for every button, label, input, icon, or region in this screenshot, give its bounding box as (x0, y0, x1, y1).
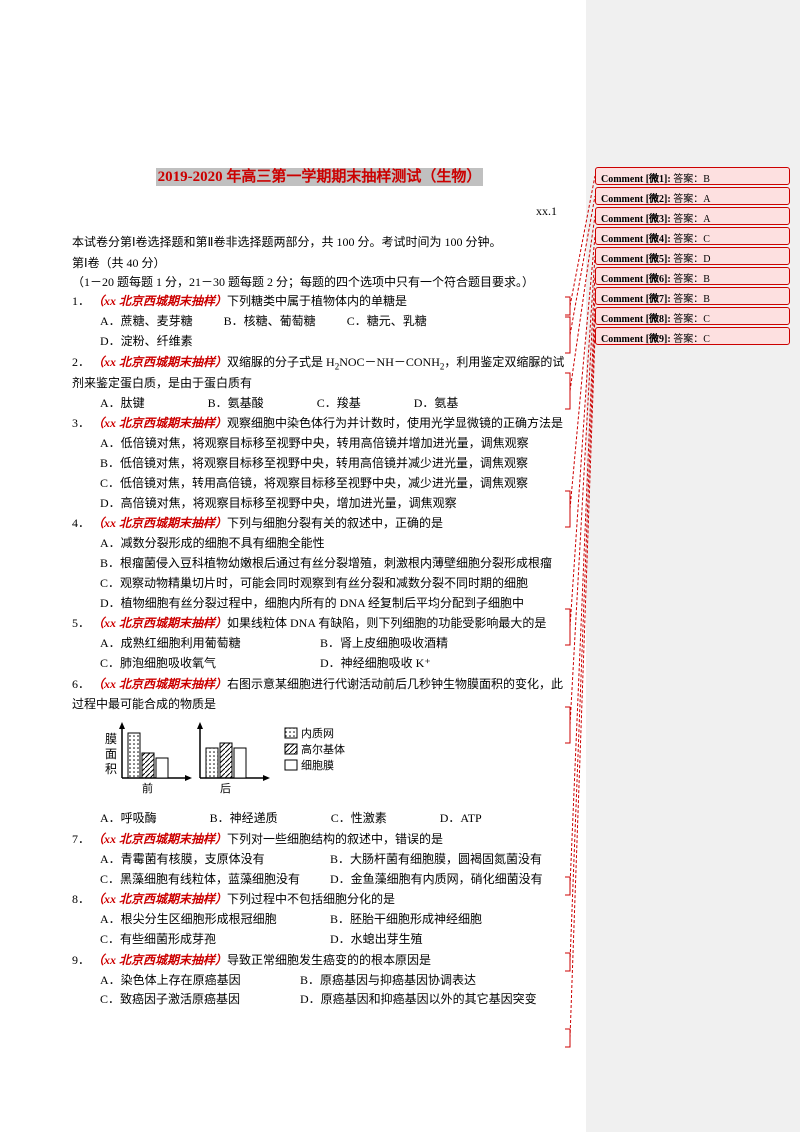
chart-svg: 膜 面 积 前 (100, 718, 380, 798)
membrane-chart: 膜 面 积 前 (100, 718, 567, 805)
q5-options: A．成熟红细胞利用葡萄糖B．肾上皮细胞吸收酒精 C．肺泡细胞吸收氧气D．神经细胞… (72, 634, 567, 674)
comment-box[interactable]: Comment [微6]: 答案：B (595, 267, 790, 285)
comment-box[interactable]: Comment [微3]: 答案：A (595, 207, 790, 225)
exam-title: 2019-2020 年高三第一学期期末抽样测试（生物） (72, 165, 567, 186)
question-3: 3．（xx 北京西城期末抽样）观察细胞中染色体行为并计数时，使用光学显微镜的正确… (72, 414, 567, 513)
q1-options: A．蔗糖、麦芽糖 B．核糖、葡萄糖 C．糖元、乳糖 D．淀粉、纤维素 (72, 312, 567, 352)
comment-box[interactable]: Comment [微4]: 答案：C (595, 227, 790, 245)
comment-box[interactable]: Comment [微7]: 答案：B (595, 287, 790, 305)
exam-date: xx.1 (72, 204, 567, 219)
question-1: 1．（xx 北京西城期末抽样）下列糖类中属于植物体内的单糖是 A．蔗糖、麦芽糖 … (72, 292, 567, 351)
comment-box[interactable]: Comment [微5]: 答案：D (595, 247, 790, 265)
comment-box[interactable]: Comment [微8]: 答案：C (595, 307, 790, 325)
comment-box[interactable]: Comment [微9]: 答案：C (595, 327, 790, 345)
question-8: 8．（xx 北京西城期末抽样）下列过程中不包括细胞分化的是 A．根尖分生区细胞形… (72, 890, 567, 949)
svg-text:高尔基体: 高尔基体 (301, 742, 345, 756)
title-highlight: 2019-2020 年高三第一学期期末抽样测试（生物） (156, 168, 484, 186)
comment-box[interactable]: Comment [微1]: 答案：B (595, 167, 790, 185)
question-5: 5．（xx 北京西城期末抽样）如果线粒体 DNA 有缺陷，则下列细胞的功能受影响… (72, 614, 567, 673)
svg-text:细胞膜: 细胞膜 (301, 759, 334, 772)
q6-options: A．呼吸酶 B．神经递质 C．性激素 D．ATP (72, 809, 567, 829)
svg-text:内质网: 内质网 (301, 726, 334, 740)
svg-text:前: 前 (142, 781, 153, 795)
svg-text:膜: 膜 (105, 732, 117, 746)
page-content: 2019-2020 年高三第一学期期末抽样测试（生物） xx.1 本试卷分第Ⅰ卷… (72, 165, 567, 1011)
svg-text:后: 后 (220, 782, 231, 795)
q8-options: A．根尖分生区细胞形成根冠细胞B．胚胎干细胞形成神经细胞 C．有些细菌形成芽孢D… (72, 910, 567, 950)
question-6: 6．（xx 北京西城期末抽样）右图示意某细胞进行代谢活动前后几秒钟生物膜面积的变… (72, 675, 567, 829)
question-7: 7．（xx 北京西城期末抽样）下列对一些细胞结构的叙述中，错误的是 A．青霉菌有… (72, 830, 567, 889)
scoring-note: （1－20 题每题 1 分，21－30 题每题 2 分；每题的四个选项中只有一个… (72, 273, 567, 290)
q3-options: A．低倍镜对焦，将观察目标移至视野中央，转用高倍镜并增加进光量，调焦观察 B．低… (72, 434, 567, 513)
q4-options: A．减数分裂形成的细胞不具有细胞全能性 B．根瘤菌侵入豆科植物幼嫩根后通过有丝分… (72, 534, 567, 613)
svg-text:积: 积 (105, 762, 117, 776)
section-label: 第Ⅰ卷（共 40 分） (72, 254, 567, 271)
q2-options: A．肽键 B．氨基酸 C．羧基 D．氨基 (72, 394, 567, 414)
question-4: 4．（xx 北京西城期末抽样）下列与细胞分裂有关的叙述中，正确的是 A．减数分裂… (72, 514, 567, 613)
q7-options: A．青霉菌有核膜，支原体没有B．大肠杆菌有细胞膜，圆褐固氮菌没有 C．黑藻细胞有… (72, 850, 567, 890)
question-9: 9．（xx 北京西城期末抽样）导致正常细胞发生癌变的的根本原因是 A．染色体上存… (72, 951, 567, 1010)
svg-text:面: 面 (105, 747, 117, 761)
q9-options: A．染色体上存在原癌基因B．原癌基因与抑癌基因协调表达 C．致癌因子激活原癌基因… (72, 971, 567, 1011)
question-2: 2．（xx 北京西城期末抽样）双缩脲的分子式是 H2NOC－NH－CONH2，利… (72, 353, 567, 414)
comment-box[interactable]: Comment [微2]: 答案：A (595, 187, 790, 205)
intro-text: 本试卷分第Ⅰ卷选择题和第Ⅱ卷非选择题两部分，共 100 分。考试时间为 100 … (72, 233, 567, 252)
